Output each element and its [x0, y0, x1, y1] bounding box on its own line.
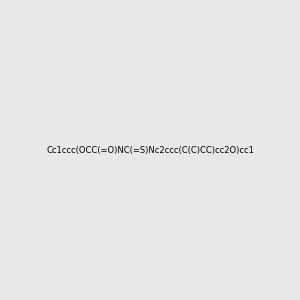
Text: Cc1ccc(OCC(=O)NC(=S)Nc2ccc(C(C)CC)cc2O)cc1: Cc1ccc(OCC(=O)NC(=S)Nc2ccc(C(C)CC)cc2O)c…	[46, 146, 254, 154]
